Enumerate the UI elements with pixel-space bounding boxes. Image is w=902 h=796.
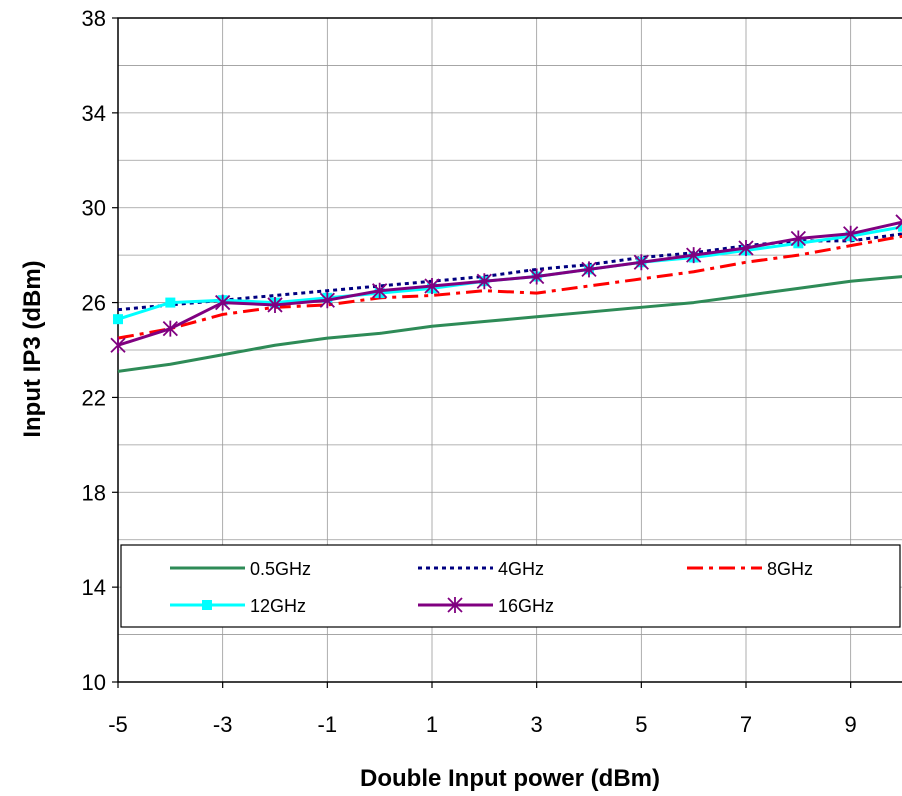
legend-label: 8GHz <box>767 559 813 579</box>
x-tick-label: -1 <box>318 712 338 737</box>
y-tick-label: 30 <box>82 196 106 221</box>
legend-label: 0.5GHz <box>250 559 311 579</box>
legend-marker <box>447 597 463 613</box>
data-point <box>476 273 492 290</box>
x-tick-label: 1 <box>426 712 438 737</box>
data-point <box>738 240 754 257</box>
series-8GHz <box>117 234 902 340</box>
legend-item: 16GHz <box>418 596 554 616</box>
legend-marker <box>202 600 212 610</box>
y-tick-label: 10 <box>82 670 106 695</box>
data-point <box>790 230 806 247</box>
data-point <box>424 277 440 294</box>
y-axis-title: Input IP3 (dBm) <box>19 260 46 437</box>
data-point <box>267 296 283 313</box>
y-tick-label: 38 <box>82 6 106 31</box>
x-tick-label: -3 <box>213 712 233 737</box>
x-tick-label: 3 <box>531 712 543 737</box>
y-tick-label: 14 <box>82 575 106 600</box>
legend-box <box>120 544 901 628</box>
legend-label: 4GHz <box>498 559 544 579</box>
y-tick-label: 22 <box>82 385 106 410</box>
series-layer <box>110 214 902 373</box>
x-tick-label: 7 <box>740 712 752 737</box>
x-axis: -5 -3 -1 1 3 5 7 9 <box>108 682 857 737</box>
legend-item: 12GHz <box>170 596 306 616</box>
data-point <box>898 221 902 232</box>
y-axis: 10 14 18 22 26 30 34 38 <box>82 6 118 695</box>
data-point <box>529 268 545 285</box>
data-point <box>581 261 597 278</box>
legend: 0.5GHz 4GHz 8GHz 12GHz 16GHz <box>120 544 901 628</box>
x-tick-label: 5 <box>635 712 647 737</box>
x-axis-title: Double Input power (dBm) <box>360 765 660 792</box>
legend-label: 16GHz <box>498 596 554 616</box>
y-tick-label: 34 <box>82 101 106 126</box>
data-point <box>895 214 902 230</box>
series-0.5GHz <box>117 275 902 373</box>
data-point <box>633 254 649 271</box>
data-point <box>165 297 176 308</box>
y-tick-label: 26 <box>82 291 106 316</box>
data-point <box>110 337 126 354</box>
legend-item: 4GHz <box>418 559 544 579</box>
legend-item: 0.5GHz <box>170 559 311 579</box>
x-tick-label: -5 <box>108 712 128 737</box>
x-tick-label: 9 <box>845 712 857 737</box>
y-tick-label: 18 <box>82 480 106 505</box>
legend-item: 8GHz <box>687 559 813 579</box>
legend-label: 12GHz <box>250 596 306 616</box>
data-point <box>686 247 702 264</box>
data-point <box>319 292 335 309</box>
data-point <box>843 225 859 242</box>
data-point <box>113 314 123 325</box>
data-point <box>372 282 388 299</box>
series-line <box>117 220 902 347</box>
data-point <box>215 294 231 311</box>
series-16GHz <box>110 214 902 354</box>
series-line <box>117 234 902 340</box>
data-point <box>162 320 178 337</box>
series-line <box>117 275 902 373</box>
